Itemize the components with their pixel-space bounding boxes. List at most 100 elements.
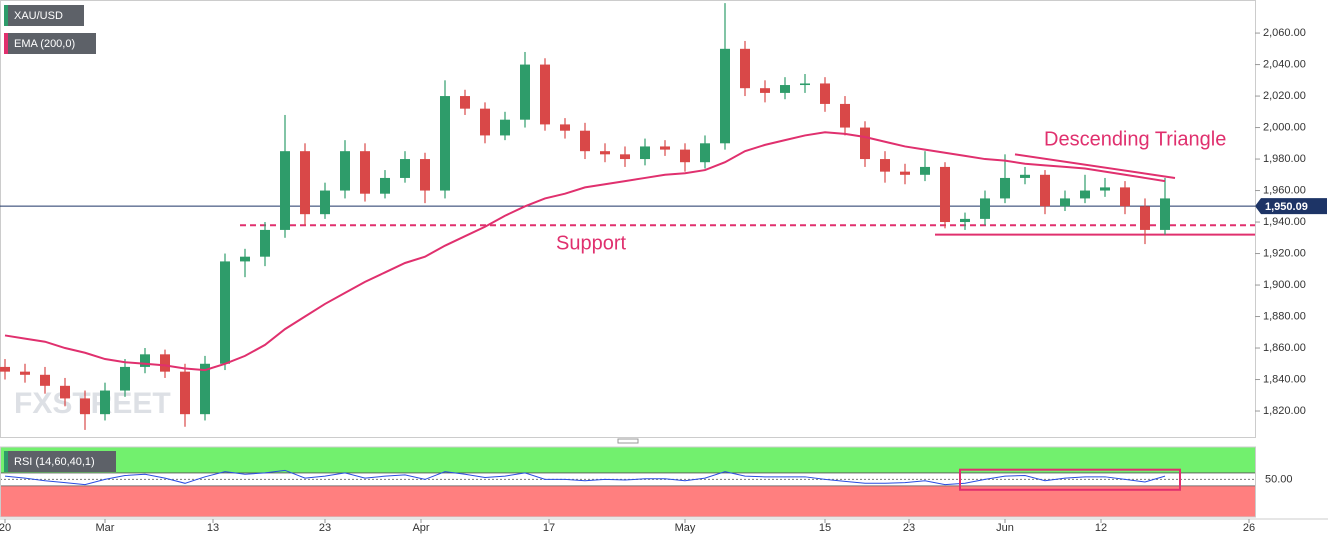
candle-body: [880, 159, 890, 172]
candle-body: [80, 398, 90, 415]
candle-body: [800, 83, 810, 86]
candle-body: [200, 363, 210, 415]
watermark: FXSTREET: [14, 387, 171, 420]
candle-body: [480, 108, 490, 136]
last-price-text: 1,950.09: [1265, 201, 1308, 213]
candle-body: [120, 366, 130, 391]
candle-body: [680, 149, 690, 163]
x-tick-label: Mar: [96, 522, 115, 534]
candle-body: [1060, 198, 1070, 207]
y-tick-label: 1,860.00: [1263, 342, 1306, 354]
annotation: Support: [556, 232, 626, 254]
rsi-highlight: [959, 468, 1181, 491]
y-tick-label: 2,000.00: [1263, 121, 1306, 133]
y-tick-label: 2,040.00: [1263, 58, 1306, 70]
x-tick-label: 15: [819, 522, 831, 534]
candle-body: [640, 146, 650, 160]
y-tick-label: 1,900.00: [1263, 279, 1306, 291]
x-tick-label: 13: [207, 522, 219, 534]
candle-body: [440, 96, 450, 191]
legend-label: RSI (14,60,40,1): [14, 456, 95, 468]
y-tick-label: 1,980.00: [1263, 153, 1306, 165]
candle-body: [1100, 187, 1110, 191]
candle-body: [740, 48, 750, 89]
y-tick-label: 1,940.00: [1263, 216, 1306, 228]
x-tick-label: May: [675, 522, 696, 534]
candle-body: [980, 198, 990, 219]
legend-swatch: [4, 5, 8, 26]
rsi-pane-border: [0, 446, 1256, 518]
candle-body: [300, 151, 310, 215]
triangle-line: [1014, 153, 1176, 179]
candle-body: [0, 366, 10, 372]
x-tick-label: Apr: [412, 522, 429, 534]
legend-swatch: [4, 33, 8, 54]
rsi-legend: RSI (14,60,40,1): [4, 451, 116, 472]
candle-body: [660, 146, 670, 150]
price-pane: [0, 0, 1256, 438]
candle-body: [180, 371, 190, 415]
candle-body: [320, 190, 330, 215]
candle-body: [960, 218, 970, 223]
last-price-label: 1,950.09: [1255, 198, 1327, 215]
candle-body: [580, 130, 590, 152]
legend-label: XAU/USD: [14, 10, 63, 22]
candle-body: [280, 151, 290, 230]
rsi-tick-label: 50.00: [1265, 473, 1293, 485]
candle-body: [400, 159, 410, 178]
candle-body: [1020, 174, 1030, 178]
candle-body: [240, 256, 250, 262]
candle-body: [420, 159, 430, 191]
candle-body: [1120, 187, 1130, 207]
candle-body: [620, 154, 630, 160]
rsi-upper-zone: [0, 447, 1255, 473]
last-price-box: [1255, 198, 1327, 215]
candle-body: [20, 371, 30, 375]
x-tick-label: 17: [543, 522, 555, 534]
candle-body: [380, 177, 390, 194]
y-tick-label: 2,020.00: [1263, 90, 1306, 102]
legend-box: [4, 5, 84, 26]
candle-body: [700, 143, 710, 163]
legend-box: [4, 451, 116, 472]
candle-body: [520, 64, 530, 120]
y-tick-label: 2,060.00: [1263, 27, 1306, 39]
candle-body: [860, 127, 870, 160]
candle-body: [460, 96, 470, 109]
legend-label: EMA (200,0): [14, 38, 75, 50]
candle-body: [1160, 198, 1170, 230]
pane-resizer[interactable]: [617, 438, 639, 444]
legend-box: [4, 33, 96, 54]
y-tick-label: 1,820.00: [1263, 405, 1306, 417]
y-tick-label: 1,840.00: [1263, 373, 1306, 385]
rsi-lower-zone: [0, 485, 1255, 517]
candle-body: [840, 103, 850, 128]
ema-line: [4, 131, 1166, 372]
candle-body: [900, 171, 910, 175]
y-tick-label: 1,920.00: [1263, 247, 1306, 259]
x-tick-label: 12: [1095, 522, 1107, 534]
candle-body: [40, 374, 50, 386]
candle-body: [340, 151, 350, 191]
candle-body: [780, 85, 790, 93]
y-tick-label: 1,960.00: [1263, 184, 1306, 196]
candle-body: [360, 151, 370, 194]
x-tick-label: 23: [319, 522, 331, 534]
candle-body: [940, 166, 950, 223]
candle-body: [1040, 174, 1050, 207]
candle-body: [260, 229, 270, 257]
candle-body: [760, 88, 770, 93]
candle-body: [920, 166, 930, 175]
y-tick-label: 1,880.00: [1263, 310, 1306, 322]
candle-body: [720, 48, 730, 144]
candle-body: [560, 124, 570, 131]
x-tick-label: 26: [1243, 522, 1255, 534]
candle-body: [500, 119, 510, 136]
candle-body: [140, 354, 150, 367]
candle-body: [160, 354, 170, 372]
x-tick-label: 20: [0, 522, 11, 534]
annotation: Descending Triangle: [1044, 128, 1226, 150]
legend: XAU/USD EMA (200,0): [4, 5, 96, 54]
candle-body: [1000, 177, 1010, 199]
